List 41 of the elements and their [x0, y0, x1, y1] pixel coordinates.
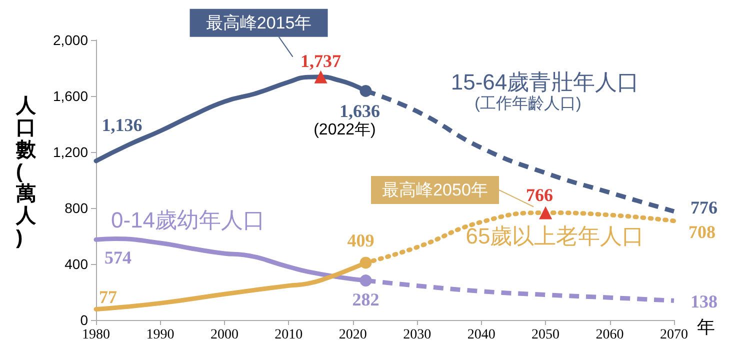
text: 65歲以上老年人口 — [466, 224, 644, 248]
data-label: 409 — [347, 230, 374, 251]
annotation: (2022年) — [314, 121, 376, 138]
x-tick-label: 2030 — [403, 328, 432, 342]
x-tick-label: 1990 — [146, 328, 174, 342]
y-tick-label: 0 — [80, 312, 88, 328]
data-label: 1,136 — [102, 114, 142, 135]
x-tick-label: 2000 — [210, 328, 238, 342]
x-axis-title: 年 — [697, 317, 715, 337]
x-tick-label: 2010 — [274, 328, 303, 342]
y-tick-label: 400 — [64, 256, 88, 272]
y-tick-label: 800 — [64, 200, 88, 216]
text: 15-64歲青壯年人口 — [450, 70, 640, 94]
point — [539, 206, 552, 220]
data-label: 1,737 — [300, 50, 342, 71]
point — [360, 84, 372, 97]
series-label: 0-14歲幼年人口 — [110, 208, 266, 232]
x-tick-label: 2050 — [532, 328, 560, 342]
annotation: (工作年齡人口) — [474, 96, 582, 112]
data-label: 708 — [688, 222, 716, 242]
data-label: 77 — [99, 287, 117, 308]
annotation: 最高峰2015年 — [206, 13, 312, 32]
data-label: 574 — [104, 248, 132, 268]
point — [314, 70, 328, 84]
annotation: 最高峰2050年 — [382, 180, 488, 200]
x-tick-label: 2040 — [467, 328, 496, 342]
y-tick-label: 1,600 — [52, 88, 88, 104]
x-tick-label: 2060 — [596, 328, 624, 342]
y-tick-label: 2,000 — [52, 32, 88, 48]
data-label: 1,636 — [339, 100, 380, 121]
data-label: 766 — [526, 184, 554, 205]
x-tick-label: 2070 — [660, 328, 688, 342]
data-label: 282 — [352, 290, 380, 310]
x-tick-label: 1980 — [82, 328, 110, 342]
point — [360, 274, 372, 287]
point — [360, 256, 372, 269]
y-tick-label: 1,200 — [52, 144, 88, 160]
data-label: 776 — [690, 197, 718, 218]
data-label: 138 — [690, 292, 718, 312]
y-axis-title: 人口數(萬人) — [15, 95, 37, 249]
x-tick-label: 2020 — [338, 328, 367, 342]
